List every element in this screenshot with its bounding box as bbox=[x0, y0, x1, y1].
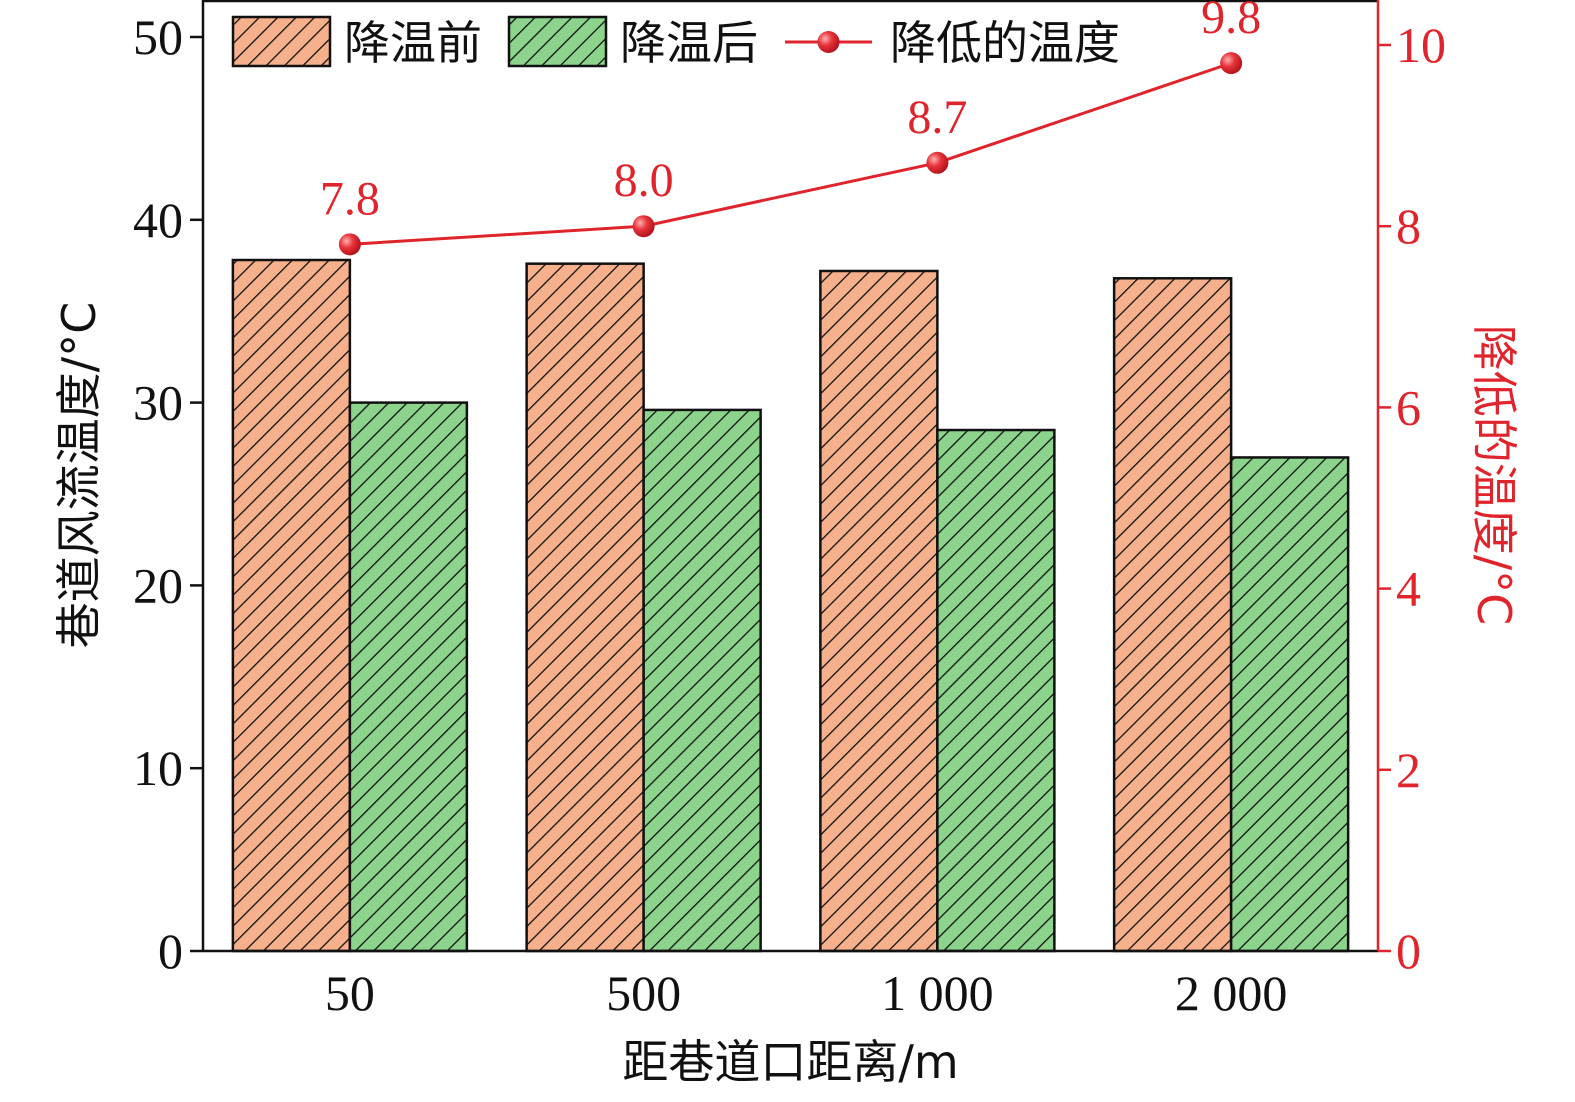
bar-hatch bbox=[819, 269, 939, 953]
y-axis-title: 巷道风流温度/°C bbox=[52, 302, 106, 649]
x-tick-label: 500 bbox=[606, 965, 681, 1021]
right-tick-label: 10 bbox=[1396, 17, 1446, 73]
legend-item-2: 降低的温度 bbox=[785, 16, 1120, 70]
bar-hatch bbox=[1112, 277, 1233, 953]
y2-axis-title: 降低的温度/°C bbox=[1467, 325, 1521, 626]
bar-before-3 bbox=[1112, 277, 1233, 953]
left-tick-label: 50 bbox=[133, 9, 183, 65]
x-axis-title: 距巷道口距离/m bbox=[622, 1035, 958, 1089]
bars-layer bbox=[231, 258, 1350, 953]
data-label: 9.8 bbox=[1201, 0, 1261, 44]
legend-label: 降温后 bbox=[620, 16, 758, 70]
line-series-path bbox=[349, 61, 1232, 246]
legend-marker bbox=[817, 31, 840, 53]
line-series-layer: 7.8 8.0 8.7 9.8 bbox=[320, 0, 1261, 256]
bar-before-0 bbox=[231, 258, 352, 953]
x-tick-label: 50 bbox=[325, 965, 375, 1021]
bar-hatch bbox=[642, 408, 762, 953]
right-tick-label: 0 bbox=[1396, 923, 1421, 979]
bar-after-0 bbox=[348, 401, 469, 953]
legend-swatch bbox=[231, 15, 332, 68]
right-tick-label: 6 bbox=[1396, 379, 1421, 435]
bar-hatch bbox=[525, 262, 645, 953]
line-point bbox=[926, 151, 949, 174]
right-tick-label: 8 bbox=[1396, 198, 1421, 254]
legend-label: 降低的温度 bbox=[890, 16, 1120, 70]
left-tick-label: 20 bbox=[133, 557, 183, 613]
x-tick-label: 1 000 bbox=[881, 965, 994, 1021]
bar-hatch bbox=[348, 401, 469, 953]
bar-hatch bbox=[1229, 456, 1350, 953]
legend: 降温前 降温后 降低的温度 bbox=[231, 15, 1120, 70]
right-tick-label: 2 bbox=[1396, 742, 1421, 798]
left-tick-label: 0 bbox=[158, 923, 183, 979]
line-point bbox=[338, 233, 361, 256]
line-point bbox=[632, 215, 655, 238]
x-tick-label: 2 000 bbox=[1175, 965, 1288, 1021]
left-tick-label: 10 bbox=[133, 740, 183, 796]
left-tick-label: 40 bbox=[133, 192, 183, 248]
data-label: 7.8 bbox=[320, 172, 380, 225]
bar-before-2 bbox=[819, 269, 939, 953]
legend-label: 降温前 bbox=[344, 16, 482, 70]
bar-after-2 bbox=[936, 428, 1056, 953]
line-point bbox=[1220, 52, 1243, 75]
right-tick-label: 4 bbox=[1396, 561, 1421, 617]
legend-swatch bbox=[507, 15, 608, 68]
bar-after-3 bbox=[1229, 456, 1350, 953]
data-label: 8.0 bbox=[614, 154, 674, 207]
bar-before-1 bbox=[525, 262, 645, 953]
bar-hatch bbox=[936, 428, 1056, 953]
bar-after-1 bbox=[642, 408, 762, 953]
data-label: 8.7 bbox=[907, 91, 967, 144]
left-tick-label: 30 bbox=[133, 375, 183, 431]
legend-item-0: 降温前 bbox=[231, 15, 482, 70]
legend-item-1: 降温后 bbox=[507, 15, 758, 70]
bar-hatch bbox=[231, 258, 352, 953]
